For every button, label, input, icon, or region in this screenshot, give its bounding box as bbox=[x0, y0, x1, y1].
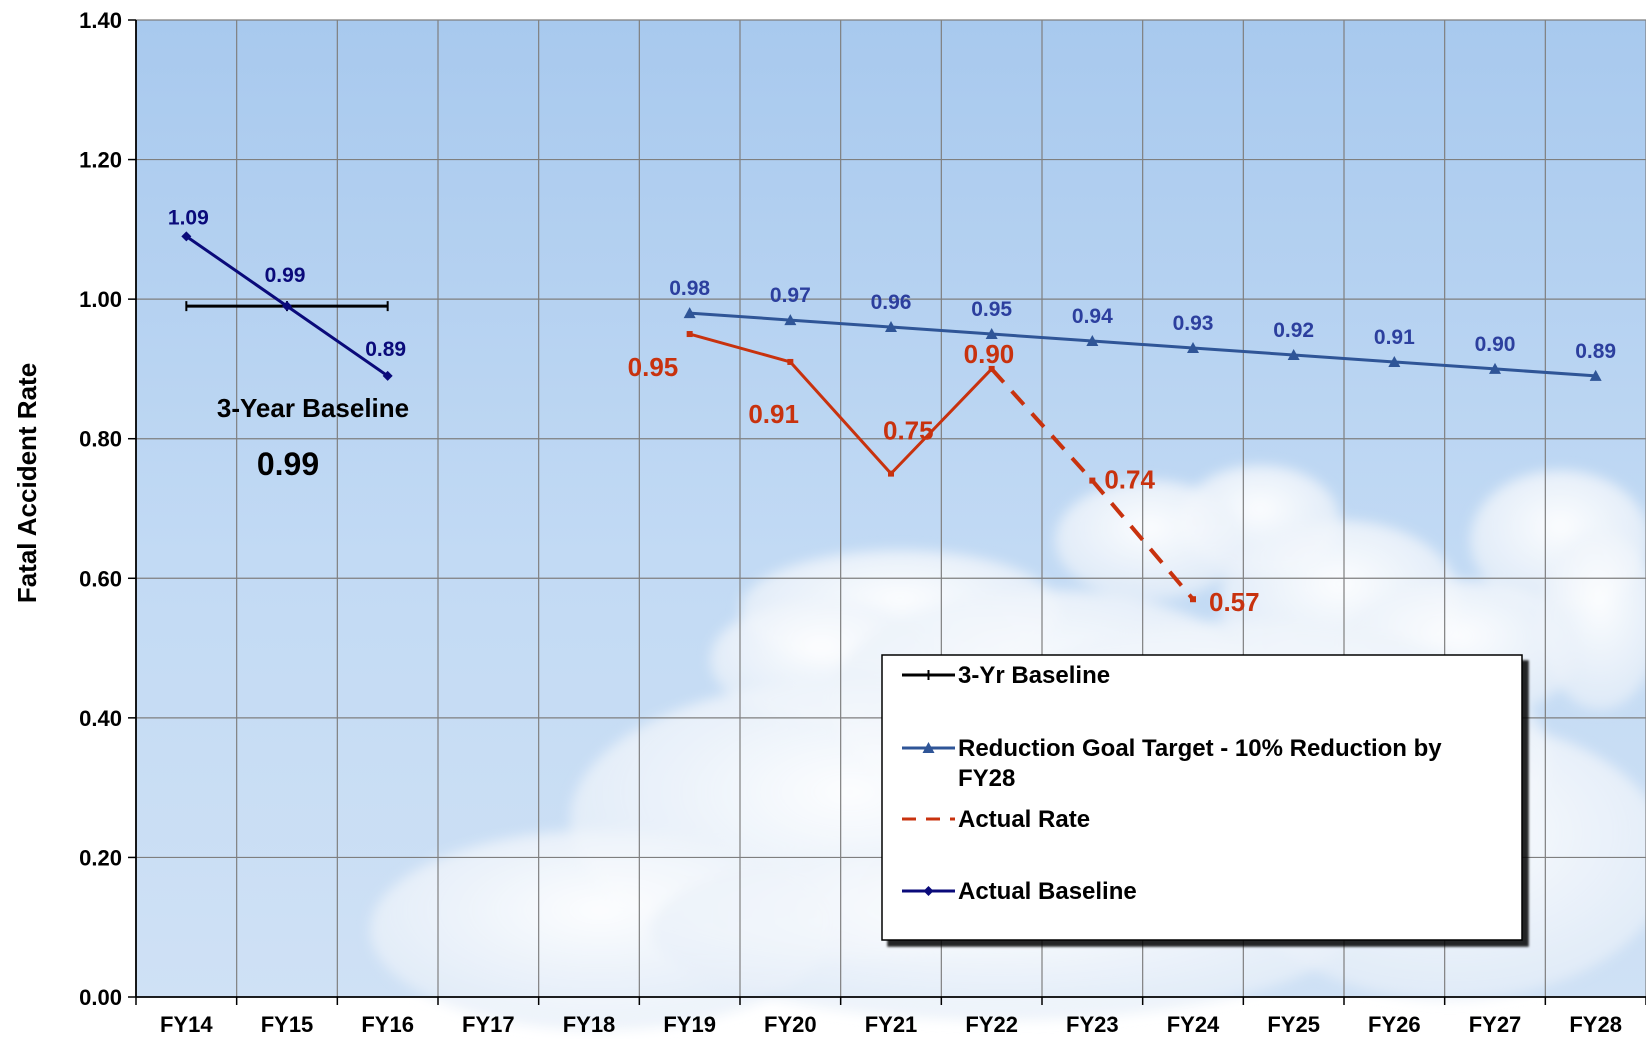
series-actual-rate-solid-line bbox=[689, 332, 993, 476]
y-tick-label: 0.80 bbox=[79, 427, 122, 452]
y-tick-label: 1.00 bbox=[79, 287, 122, 312]
triangle-marker bbox=[1589, 369, 1602, 381]
triangle-marker bbox=[1388, 355, 1401, 367]
triangle-marker bbox=[885, 321, 897, 333]
x-tick-label: FY16 bbox=[361, 1012, 414, 1037]
x-axis-tick-labels: FY14 FY15 FY16 FY17 FY18 FY19 FY20 FY21 FY22 FY23… bbox=[160, 1012, 1622, 1037]
actual-rate-data-label: 0.57 bbox=[1209, 587, 1260, 617]
y-tick-label: 0.40 bbox=[79, 706, 122, 731]
goal-data-label: 0.89 bbox=[1575, 340, 1616, 363]
triangle-marker bbox=[784, 314, 797, 326]
goal-data-label: 0.93 bbox=[1173, 312, 1214, 335]
dash-marker bbox=[1190, 596, 1196, 603]
y-tick-label: 1.40 bbox=[79, 8, 122, 33]
x-tick-label: FY18 bbox=[563, 1012, 616, 1037]
goal-data-label: 0.95 bbox=[971, 298, 1012, 321]
diamond-marker bbox=[181, 231, 192, 242]
y-axis-tick-labels: 0.00 0.20 0.40 0.60 0.80 1.00 1.20 1.40 bbox=[79, 8, 122, 1010]
actual-baseline-data-label: 0.89 bbox=[365, 338, 406, 361]
baseline-annotation-title: 3-Year Baseline bbox=[217, 393, 409, 423]
axes bbox=[128, 19, 1646, 1005]
x-tick-label: FY19 bbox=[663, 1012, 716, 1037]
goal-data-label: 0.94 bbox=[1072, 305, 1113, 328]
x-tick-label: FY25 bbox=[1267, 1012, 1320, 1037]
y-tick-label: 0.20 bbox=[79, 845, 122, 870]
actual-rate-data-label: 0.90 bbox=[964, 339, 1015, 369]
actual-baseline-data-label: 0.99 bbox=[265, 264, 306, 287]
legend: 3-Yr Baseline Reduction Goal Target - 10… bbox=[881, 654, 1523, 941]
y-axis-title: Fatal Accident Rate bbox=[12, 363, 42, 603]
actual-rate-data-label: 0.74 bbox=[1104, 465, 1155, 495]
triangle-marker bbox=[1489, 362, 1501, 374]
diamond-marker bbox=[382, 370, 393, 381]
legend-entry-actual-baseline: Actual Baseline bbox=[958, 878, 1137, 905]
triangle-marker bbox=[683, 307, 696, 319]
legend-symbols bbox=[902, 670, 955, 896]
x-tick-label: FY20 bbox=[764, 1012, 817, 1037]
y-tick-label: 0.00 bbox=[79, 985, 122, 1010]
data-labels-layer: 0.98 0.97 0.96 0.95 0.94 0.93 0.92 0.91 0.90 0.89… bbox=[168, 206, 1616, 617]
triangle-marker bbox=[1187, 341, 1199, 353]
x-tick-label: FY24 bbox=[1167, 1012, 1220, 1037]
legend-entry-reduction-goal: Reduction Goal Target - 10% Reduction by… bbox=[958, 735, 1442, 792]
x-tick-label: FY28 bbox=[1569, 1012, 1622, 1037]
dash-marker bbox=[1089, 477, 1096, 484]
x-tick-label: FY26 bbox=[1368, 1012, 1421, 1037]
dash-marker bbox=[888, 470, 894, 477]
x-tick-label: FY14 bbox=[160, 1012, 213, 1037]
diamond-marker bbox=[282, 301, 292, 312]
actual-rate-data-label: 0.75 bbox=[883, 416, 934, 446]
y-tick-label: 1.20 bbox=[79, 148, 122, 173]
goal-data-label: 0.90 bbox=[1475, 333, 1516, 356]
dash-marker bbox=[988, 365, 995, 372]
x-tick-label: FY27 bbox=[1469, 1012, 1522, 1037]
actual-baseline-data-label: 1.09 bbox=[168, 206, 209, 229]
y-tick-label: 0.60 bbox=[79, 566, 122, 591]
triangle-marker bbox=[1287, 348, 1300, 360]
triangle-marker bbox=[985, 328, 998, 340]
goal-data-label: 0.92 bbox=[1273, 319, 1314, 342]
actual-rate-data-label: 0.91 bbox=[748, 399, 799, 429]
series-layer bbox=[181, 231, 1602, 603]
actual-rate-data-label: 0.95 bbox=[628, 352, 679, 382]
x-tick-label: FY22 bbox=[965, 1012, 1018, 1037]
x-tick-label: FY23 bbox=[1066, 1012, 1119, 1037]
legend-entry-actual-rate: Actual Rate bbox=[958, 806, 1090, 833]
series-actual-baseline bbox=[181, 231, 393, 381]
goal-data-label: 0.91 bbox=[1374, 326, 1415, 349]
triangle-marker bbox=[922, 742, 935, 753]
dash-marker bbox=[686, 331, 693, 338]
legend-box bbox=[881, 654, 1523, 941]
series-actual-rate bbox=[686, 331, 1196, 603]
x-tick-label: FY15 bbox=[261, 1012, 314, 1037]
baseline-annotation-value: 0.99 bbox=[257, 446, 319, 482]
goal-data-label: 0.96 bbox=[871, 291, 912, 314]
series-reduction-goal bbox=[683, 307, 1602, 381]
x-tick-label: FY17 bbox=[462, 1012, 515, 1037]
series-reduction-goal-line bbox=[689, 311, 1596, 378]
goal-data-label: 0.97 bbox=[770, 284, 811, 307]
x-tick-label: FY21 bbox=[865, 1012, 918, 1037]
goal-data-label: 0.98 bbox=[669, 277, 710, 300]
diamond-marker bbox=[923, 886, 934, 896]
dash-marker bbox=[787, 358, 794, 365]
legend-entry-3yr-baseline: 3-Yr Baseline bbox=[958, 662, 1110, 689]
triangle-marker bbox=[1086, 335, 1099, 347]
